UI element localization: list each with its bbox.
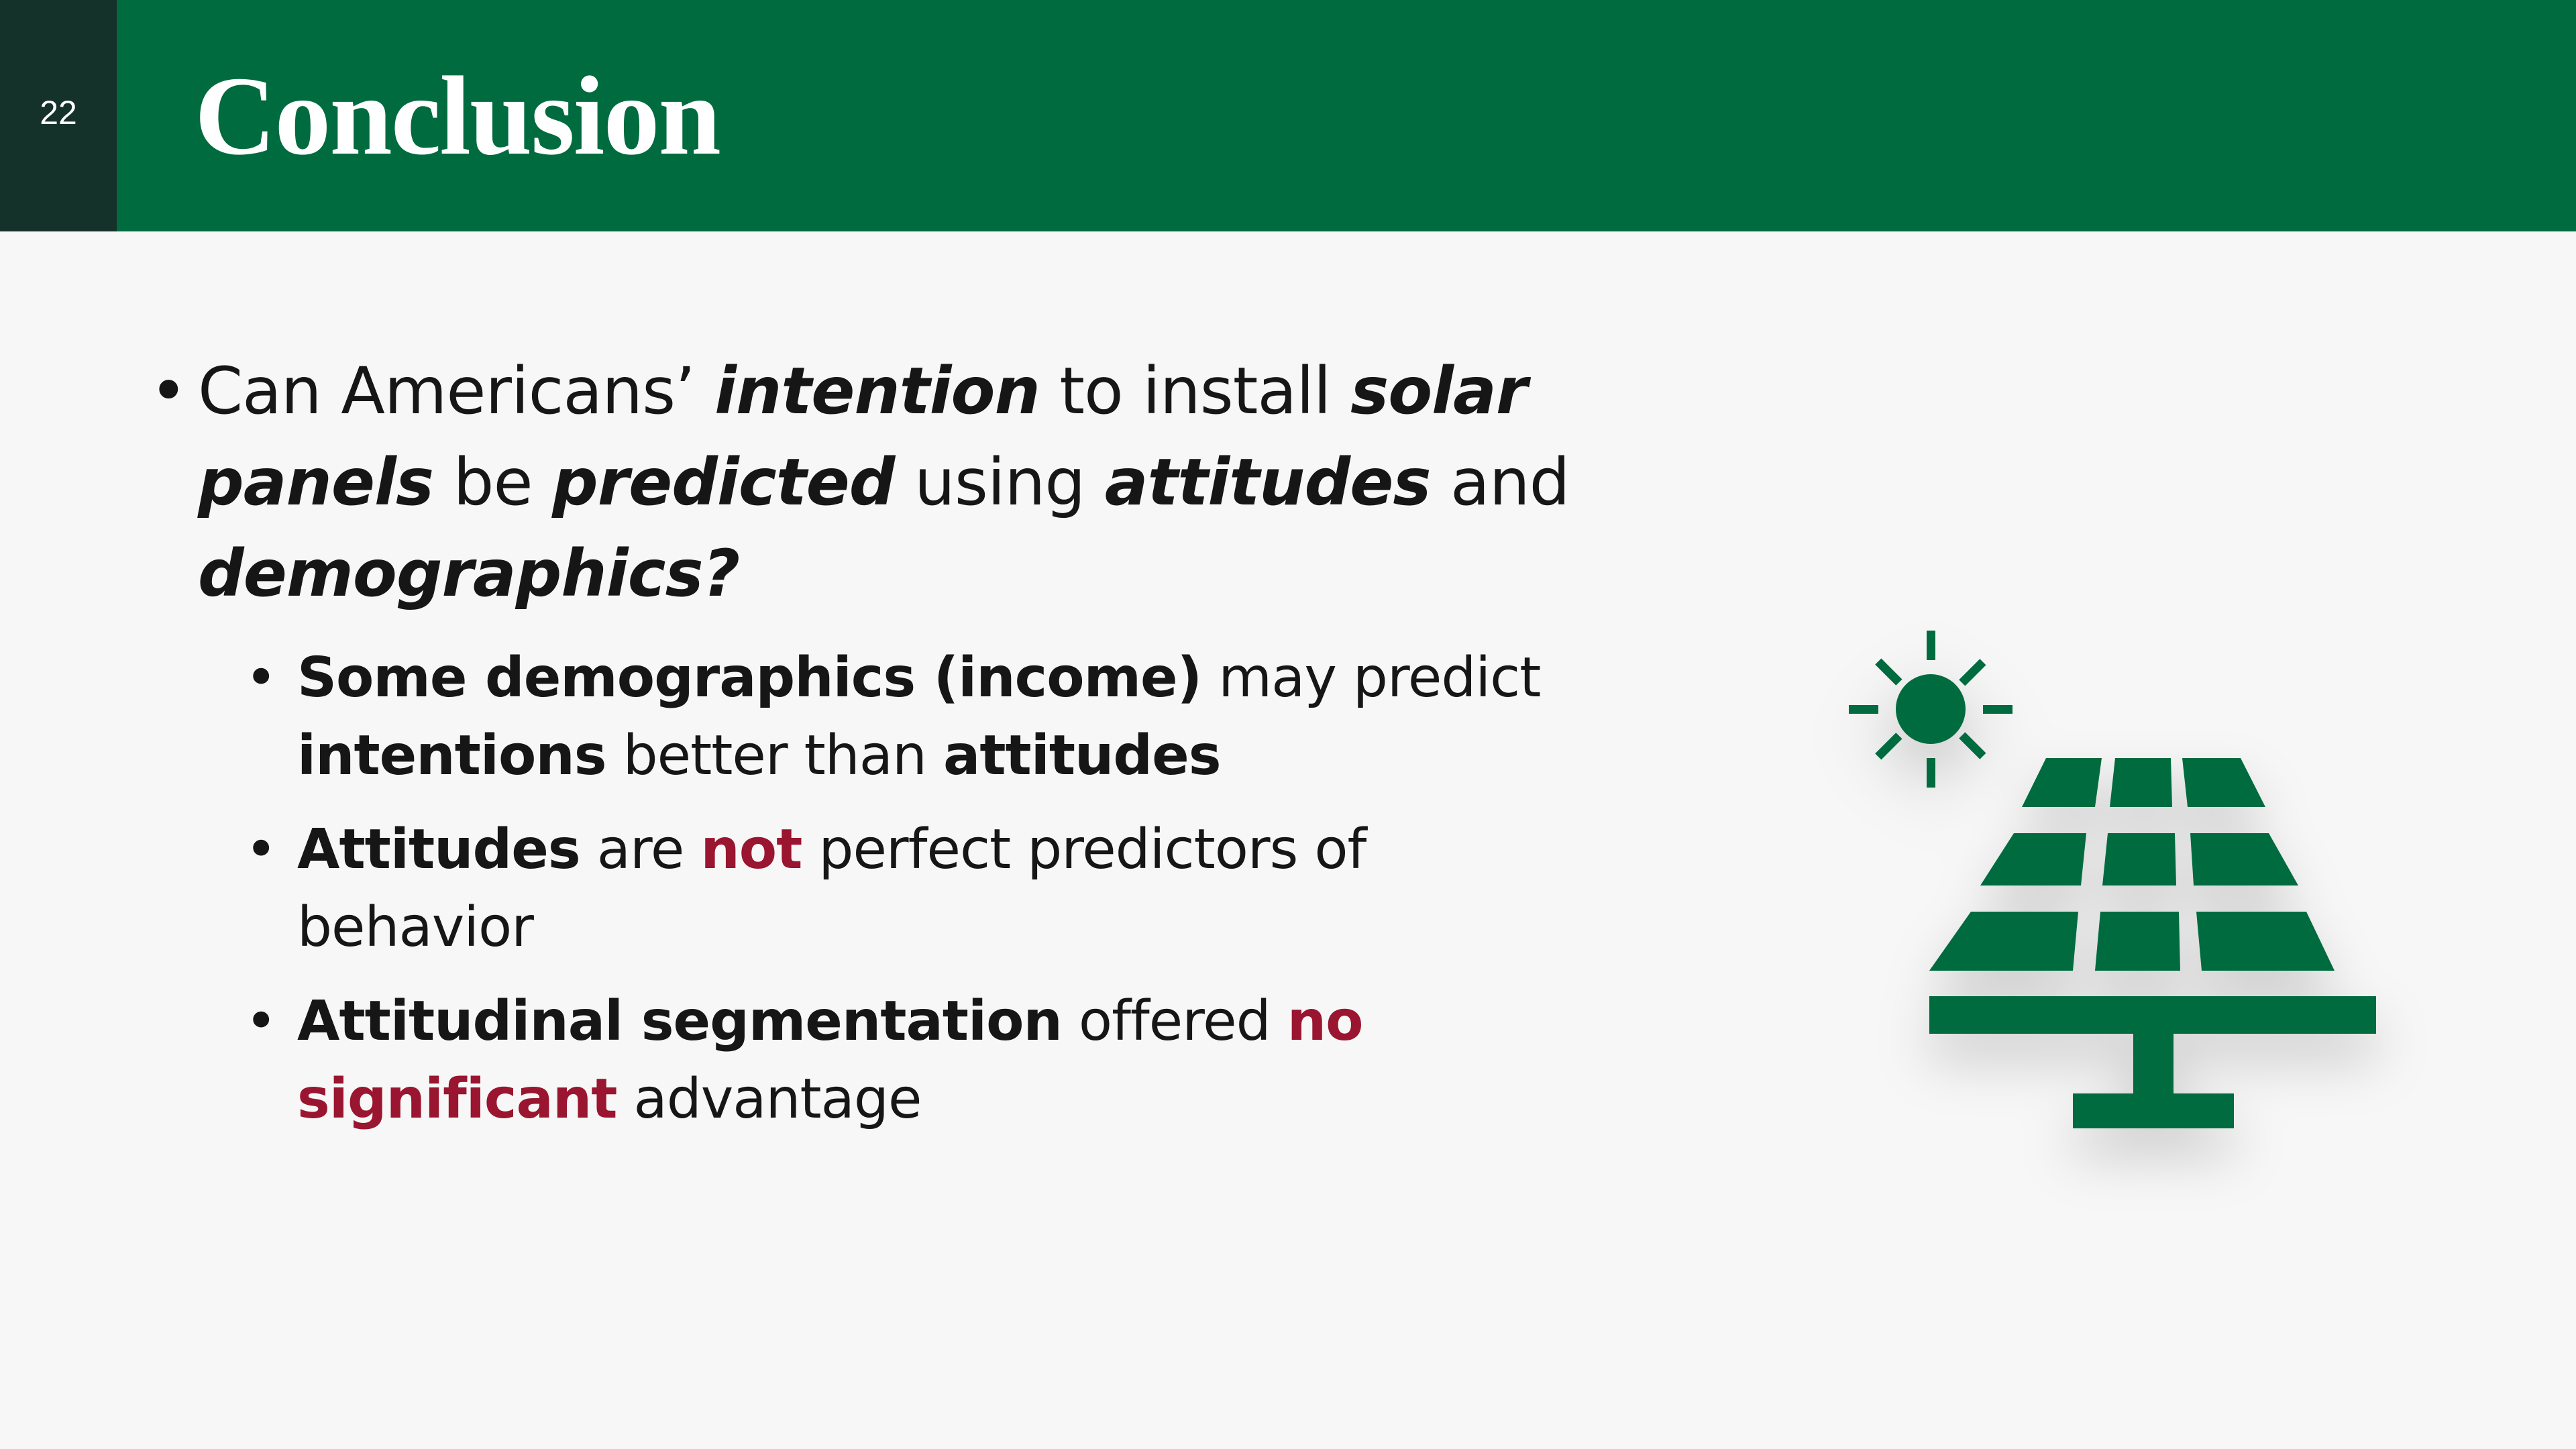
slide-number: 22 — [40, 94, 77, 131]
emphasis-intention: intention — [714, 354, 1040, 429]
emphasis-demographics: demographics? — [198, 536, 740, 611]
bullet-marker: • — [245, 818, 277, 881]
bullet-list: • Can Americans’ intention to install sol… — [144, 345, 1587, 1138]
text-run: may predict — [1201, 646, 1541, 710]
text-run: using — [894, 445, 1105, 520]
text-run: perfect predictors of behavior — [297, 818, 1366, 959]
sub-bullet-3: • Attitudinal segmentation offered no sig… — [144, 983, 1587, 1138]
text-run: advantage — [616, 1067, 922, 1131]
solar-panel-icon — [1838, 617, 2415, 1167]
emphasis-solar-panels: solar panels — [198, 354, 1527, 520]
emphasis-attitudes: Attitudes — [297, 818, 581, 881]
main-bullet: • Can Americans’ intention to install sol… — [144, 345, 1587, 619]
emphasis-no-significant: no significant — [297, 989, 1363, 1131]
slide-number-box: 22 — [0, 0, 117, 231]
emphasis-attitudes: attitudes — [943, 724, 1222, 788]
bullet-marker: • — [245, 989, 277, 1053]
bullet-marker: • — [150, 354, 188, 429]
text-run: offered — [1061, 989, 1287, 1053]
title-bar — [0, 0, 2576, 231]
emphasis-demographics-income: Some demographics (income) — [297, 646, 1202, 710]
sub-bullet-1: • Some demographics (income) may predict … — [144, 639, 1587, 795]
slide-title: Conclusion — [195, 54, 721, 178]
solar-panel-graphic — [1849, 631, 2376, 1128]
bullet-marker: • — [245, 646, 277, 710]
sub-bullet-2: • Attitudes are not perfect predictors of… — [144, 811, 1587, 967]
text-run: be — [433, 445, 553, 520]
text-run: Can Americans’ — [198, 354, 715, 429]
sun-icon — [1896, 674, 1966, 744]
text-run: to install — [1039, 354, 1351, 429]
text-run: and — [1430, 445, 1570, 520]
emphasis-attitudes: attitudes — [1104, 445, 1432, 520]
emphasis-attitudinal-segmentation: Attitudinal segmentation — [297, 989, 1063, 1053]
text-run: better than — [606, 724, 944, 788]
text-run: are — [580, 818, 701, 881]
emphasis-predicted: predicted — [552, 445, 895, 520]
emphasis-not: not — [700, 818, 802, 881]
emphasis-intentions: intentions — [297, 724, 606, 788]
